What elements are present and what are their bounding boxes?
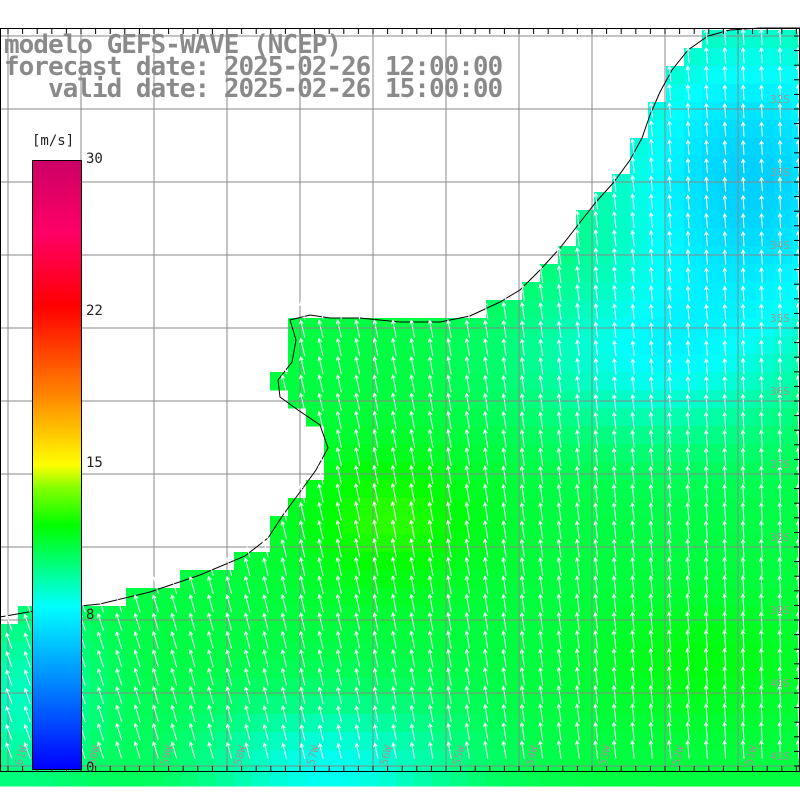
coastline xyxy=(0,27,800,618)
colorbar-tick-30: 30 xyxy=(86,151,103,167)
lon-label: 58W xyxy=(231,744,249,767)
valid-date: valid date: 2025-02-26 15:00:00 xyxy=(4,74,503,104)
colorbar-tick-15: 15 xyxy=(86,455,103,471)
lat-label: 39S xyxy=(770,604,790,617)
lon-label: 53W xyxy=(596,744,614,767)
lat-label: 40S xyxy=(770,677,790,690)
lon-label: 51W xyxy=(742,744,760,767)
lat-label: 33S xyxy=(770,166,790,179)
graticule xyxy=(0,28,800,772)
colorbar-tick-8: 8 xyxy=(86,607,95,623)
lon-label: 55W xyxy=(450,744,468,767)
lon-label: 61W xyxy=(12,744,30,767)
colorbar-tick-22: 22 xyxy=(86,303,103,319)
colorbar-units: [m/s] xyxy=(32,133,75,149)
colorbar xyxy=(32,160,82,770)
model-title: modelo GEFS-WAVE (NCEP) xyxy=(4,30,342,60)
lat-label: 37S xyxy=(770,458,790,471)
lon-label: 59W xyxy=(158,744,176,767)
wind-arrows xyxy=(5,28,800,759)
lon-label: 56W xyxy=(377,744,395,767)
lon-label: 57W xyxy=(304,744,322,767)
colorbar-tick-0: 0 xyxy=(86,760,95,776)
lat-label: 38S xyxy=(770,531,790,544)
lat-label: 34S xyxy=(770,239,790,252)
lat-label: 36S xyxy=(770,385,790,398)
lon-label: 52W xyxy=(669,744,687,767)
lat-label: 41S xyxy=(770,750,790,763)
lon-label: 60W xyxy=(85,744,103,767)
forecast-date: forecast date: 2025-02-26 12:00:00 xyxy=(4,52,503,82)
lat-label: 35S xyxy=(770,312,790,325)
frame-ticks xyxy=(7,28,800,772)
wind-speed-cells xyxy=(0,30,800,787)
lat-label: 32S xyxy=(770,93,790,106)
lon-label: 54W xyxy=(523,744,541,767)
